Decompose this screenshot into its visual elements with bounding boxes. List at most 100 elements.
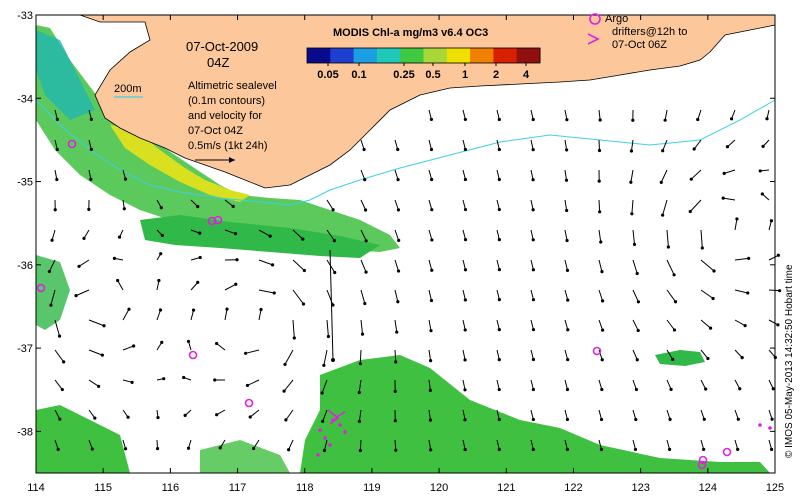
velocity-vector [564,379,569,390]
velocity-vector [54,319,61,337]
velocity-vector [662,139,668,151]
velocity-vector [690,169,702,180]
drifter-point-icon [323,436,327,440]
velocity-vector-head [231,204,235,209]
velocity-vector [496,439,500,450]
velocity-vector-head [565,268,570,272]
velocity-vector-head [301,237,305,241]
velocity-vector [496,379,500,390]
isobath-200m [35,99,776,206]
velocity-vector-head [600,299,605,303]
velocity-vector [564,349,569,360]
velocity-vector [496,409,500,420]
velocity-vector [326,229,335,241]
velocity-vector-head [90,447,94,451]
velocity-vector [428,109,432,120]
velocity-vector [700,259,715,272]
y-tick-label: -35 [17,177,33,189]
velocity-vector-head [130,380,134,384]
velocity-vector [727,139,736,148]
velocity-vector-head [463,117,467,122]
argo-markers [36,139,772,470]
velocity-vector [723,197,736,201]
velocity-vector [734,289,748,294]
x-tick-label: 123 [631,482,649,494]
colorbar-label: 0.1 [351,69,366,81]
velocity-vector-head [127,307,131,311]
velocity-vector-head [671,357,675,362]
velocity-vector [88,409,96,419]
chl-patch-mid [140,215,380,258]
velocity-vector-head [196,280,200,284]
velocity-vector-head [565,118,569,122]
velocity-vector-head [234,282,238,286]
velocity-vector-head [396,178,400,182]
velocity-vector [284,349,294,365]
velocity-vector [394,199,399,211]
velocity-vector-head [497,268,501,272]
velocity-vector-head [659,180,663,184]
velocity-vector-head [102,324,106,328]
colorbar-label: 0.5 [425,69,440,81]
velocity-vector [700,229,703,248]
velocity-vector [88,319,105,327]
argo-float-icon [188,350,198,360]
colorbar-label: 0.25 [393,69,414,81]
velocity-vector-head [428,388,432,392]
velocity-vector [700,349,709,359]
drifters-line-2: 07-Oct 06Z [612,39,667,51]
drifter-point-icon [318,428,322,432]
velocity-vector-head [531,238,535,242]
velocity-vector-head [700,246,704,250]
velocity-vector-head [282,389,286,393]
velocity-vector-head [394,360,398,364]
velocity-vector-head [531,147,535,152]
x-tick-label: 115 [94,482,112,494]
colorbar-swatch [493,48,518,63]
velocity-vector-head [463,418,467,422]
velocity-vector [598,319,604,331]
velocity-vector-head [712,269,716,273]
velocity-vector [700,319,711,329]
velocity-vector [224,199,234,207]
velocity-vector [530,109,534,120]
x-tick-label: 118 [296,482,314,494]
velocity-vector-head [89,117,93,121]
velocity-vector-head [565,387,570,392]
velocity-vector-head [497,207,501,212]
velocity-vector-head [363,178,367,182]
velocity-vector [700,409,705,420]
velocity-vector [360,319,364,335]
velocity-vector-head [62,360,66,364]
drifter-point-icon [768,426,772,430]
velocity-vector-head [599,447,604,452]
velocity-vector-head [283,362,287,367]
velocity-vector-head [244,351,248,355]
drifter-point-icon [328,443,332,447]
velocity-vector [224,283,236,291]
velocity-vector [360,259,367,273]
velocity-vector [326,199,334,210]
land-australia [79,14,776,189]
argo-float-icon [207,216,217,226]
drifter-point-icon [316,453,320,457]
velocity-vector [88,349,103,356]
velocity-vector-head [497,237,501,242]
velocity-vector [394,259,400,272]
velocity-vector [768,254,779,261]
velocity-vector [224,229,236,235]
velocity-vector-head [55,177,59,182]
velocity-vector [258,309,262,321]
argo-float-icon [67,139,77,149]
velocity-vector [462,109,466,120]
velocity-vector-head [160,233,164,238]
velocity-vector [321,379,328,394]
velocity-vector-head [287,448,291,452]
velocity-vector [54,409,61,420]
argo-float-icon [213,215,223,225]
velocity-vector-head [159,252,163,256]
velocity-vector [428,259,433,271]
velocity-vector [462,169,466,180]
argo-float-icon [244,398,254,408]
velocity-vector [768,319,779,326]
